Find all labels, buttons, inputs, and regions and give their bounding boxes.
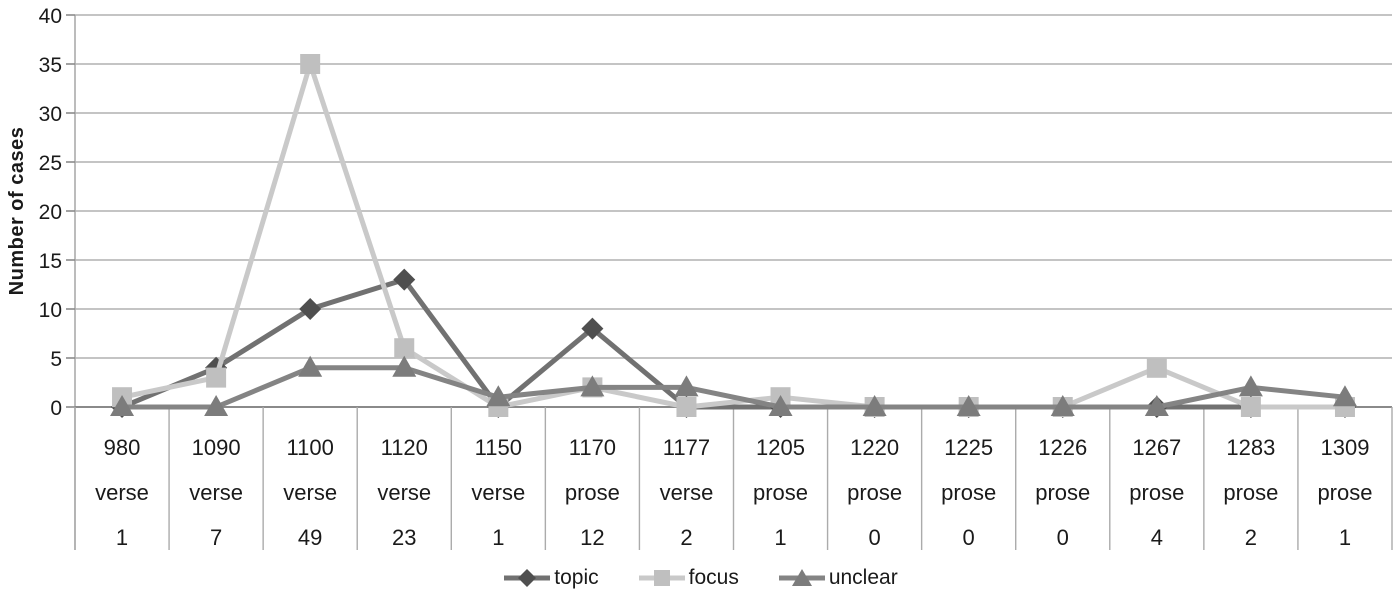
x-axis-year-label: 1090 <box>192 435 241 460</box>
x-axis-form-label: verse <box>95 480 149 505</box>
series-line-unclear <box>122 365 1346 410</box>
x-axis-year-label: 1150 <box>475 435 522 460</box>
x-axis-total-label: 1 <box>116 525 128 550</box>
x-axis-total-label: 7 <box>210 525 222 550</box>
marker-square-focus <box>206 367 227 388</box>
legend-marker-focus <box>653 570 670 586</box>
marker-triangle-unclear <box>298 355 323 377</box>
marker-triangle-unclear <box>486 385 511 407</box>
x-axis-form-label: prose <box>1223 480 1278 505</box>
x-axis-form-label: verse <box>377 480 431 505</box>
marker-square-focus <box>676 397 697 417</box>
y-axis-tick-label: 20 <box>39 201 62 224</box>
marker-triangle-unclear <box>956 395 981 416</box>
x-axis-year-label: 1220 <box>850 435 899 460</box>
x-axis-total-label: 49 <box>298 525 322 550</box>
y-axis-tick-label: 35 <box>39 54 62 77</box>
series-line-topic <box>121 277 1345 410</box>
y-axis-title: Number of cases <box>6 126 28 296</box>
x-axis-form-label: prose <box>1129 480 1184 505</box>
focus-square-marker-icon <box>638 570 685 586</box>
marker-diamond-topic <box>393 268 416 291</box>
x-axis-year-label: 1170 <box>569 435 616 460</box>
legend-label-focus: focus <box>688 566 739 589</box>
x-axis-total-label: 23 <box>392 525 416 550</box>
legend-label-unclear: unclear <box>828 566 898 589</box>
marker-triangle-unclear <box>204 395 229 416</box>
legend-item-focus: focus <box>637 566 739 590</box>
y-axis-tick-label: 0 <box>50 397 62 420</box>
marker-square-focus <box>300 54 321 74</box>
x-axis-year-label: 1283 <box>1226 435 1275 460</box>
legend-label-topic: topic <box>554 566 599 589</box>
y-axis-tick-label: 10 <box>39 299 62 322</box>
marker-triangle-unclear <box>1332 385 1357 407</box>
marker-square-focus <box>394 338 415 359</box>
marker-triangle-unclear <box>1144 395 1169 416</box>
x-axis-form-label: prose <box>565 480 620 505</box>
marker-square-focus <box>1240 397 1261 417</box>
legend-item-unclear: unclear <box>777 566 898 590</box>
y-axis-tick-label: 40 <box>39 5 62 28</box>
x-axis-year-label: 1226 <box>1038 435 1087 460</box>
marker-square-focus <box>1146 357 1167 378</box>
marker-triangle-unclear <box>110 395 135 416</box>
x-axis-form-label: prose <box>1317 480 1372 505</box>
y-axis-tick-label: 25 <box>39 152 62 175</box>
y-axis-tick-label: 15 <box>39 250 62 273</box>
marker-triangle-unclear <box>1050 395 1075 416</box>
marker-triangle-unclear <box>580 375 605 397</box>
x-axis-total-label: 1 <box>492 525 504 550</box>
legend-marker-topic <box>518 569 537 587</box>
x-axis-total-label: 0 <box>963 525 975 550</box>
topic-diamond-marker-icon <box>504 569 551 587</box>
x-axis-year-label: 1120 <box>381 435 428 460</box>
series-line-focus <box>121 61 1345 410</box>
x-axis-year-label: 1267 <box>1132 435 1181 460</box>
legend-item-topic: topic <box>502 566 599 590</box>
x-axis-year-label: 1100 <box>287 435 334 460</box>
y-axis-tick-label: 30 <box>39 103 62 126</box>
x-axis-year-label: 980 <box>104 435 141 460</box>
x-axis-form-label: prose <box>1035 480 1090 505</box>
x-axis-total-label: 12 <box>580 525 604 550</box>
x-axis-total-label: 1 <box>774 525 786 550</box>
x-axis-form-label: verse <box>189 480 243 505</box>
x-axis-total-label: 0 <box>868 525 880 550</box>
x-axis-year-label: 1225 <box>944 435 993 460</box>
marker-diamond-topic <box>581 317 604 340</box>
x-axis-year-label: 1309 <box>1320 435 1369 460</box>
x-axis-form-label: prose <box>847 480 902 505</box>
x-axis-form-label: verse <box>660 480 714 505</box>
legend-marker-unclear <box>791 569 812 586</box>
x-axis-total-label: 1 <box>1339 525 1351 550</box>
marker-triangle-unclear <box>862 395 887 416</box>
x-axis-total-label: 2 <box>680 525 692 550</box>
marker-triangle-unclear <box>674 375 699 397</box>
x-axis-year-label: 1205 <box>756 435 805 460</box>
x-axis-total-label: 0 <box>1057 525 1069 550</box>
x-axis-total-label: 2 <box>1245 525 1257 550</box>
y-axis-tick-label: 5 <box>50 348 62 371</box>
x-axis-form-label: prose <box>753 480 808 505</box>
x-axis-form-label: verse <box>471 480 525 505</box>
x-axis-form-label: verse <box>283 480 337 505</box>
x-axis-year-label: 1177 <box>663 435 710 460</box>
unclear-triangle-marker-icon <box>778 569 825 586</box>
x-axis-total-label: 4 <box>1151 525 1163 550</box>
marker-triangle-unclear <box>392 355 417 377</box>
marker-triangle-unclear <box>768 395 793 416</box>
marker-diamond-topic <box>299 298 322 320</box>
marker-triangle-unclear <box>1238 375 1263 397</box>
x-axis-form-label: prose <box>941 480 996 505</box>
legend: topic focus unclear <box>0 566 1400 590</box>
